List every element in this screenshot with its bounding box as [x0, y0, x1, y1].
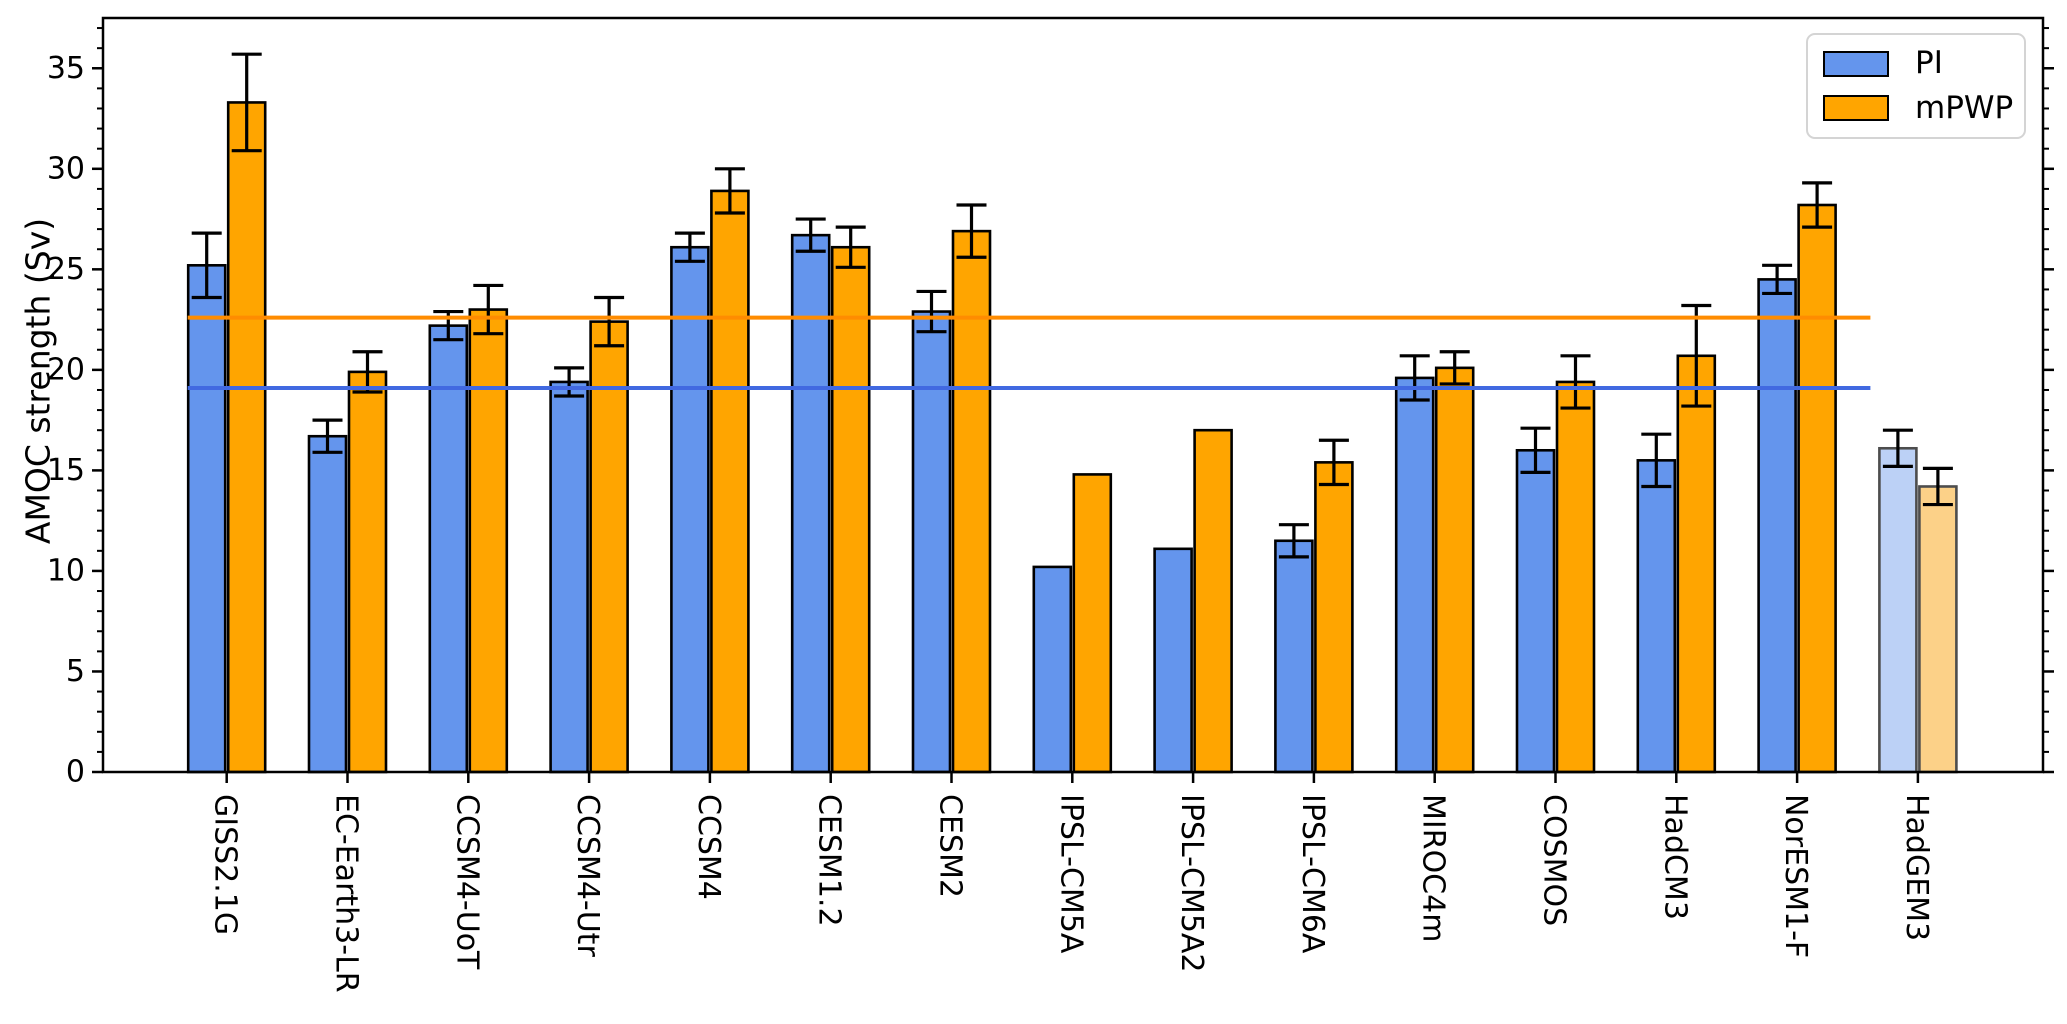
legend-entry-mpwp: mPWP: [1823, 89, 2024, 126]
x-tick-label-MIROC4m: MIROC4m: [1416, 794, 1451, 942]
bar-mpwp-IPSL-CM5A2: [1193, 428, 1233, 774]
bar-pi-CESM1.2: [790, 233, 831, 774]
bar-pi-CCSM4-Utr: [549, 380, 589, 774]
y-tick-label-5: 5: [66, 654, 85, 689]
y-axis-label: AMOC strength (Sv): [18, 217, 58, 545]
y-tick-label-0: 0: [66, 755, 85, 790]
x-tick-label-CCSM4-UoT: CCSM4-UoT: [449, 794, 484, 970]
bar-pi-NorESM1-F: [1757, 278, 1797, 774]
bar-mpwp-IPSL-CM5A: [1072, 473, 1113, 774]
legend-label-mpwp: mPWP: [1915, 89, 2014, 126]
bar-pi-HadGEM3: [1878, 446, 1918, 774]
x-tick-label-IPSL-CM5A2: IPSL-CM5A2: [1174, 794, 1209, 973]
bar-pi-MIROC4m: [1394, 376, 1435, 774]
bar-mpwp-CESM1.2: [830, 245, 871, 774]
x-tick-label-HadCM3: HadCM3: [1657, 794, 1692, 920]
bar-pi-GISS2.1G: [186, 264, 227, 774]
x-tick-label-IPSL-CM6A: IPSL-CM6A: [1295, 794, 1330, 954]
bar-pi-IPSL-CM5A: [1032, 565, 1073, 774]
y-tick-label-10: 10: [47, 553, 85, 588]
legend-swatch-mpwp: [1823, 95, 1889, 122]
bar-mpwp-COSMOS: [1555, 380, 1596, 774]
x-tick-label-CCSM4-Utr: CCSM4-Utr: [570, 794, 605, 957]
x-tick-label-HadGEM3: HadGEM3: [1899, 794, 1934, 941]
x-tick-label-EC-Earth3-LR: EC-Earth3-LR: [329, 794, 364, 993]
bar-pi-CCSM4: [670, 245, 710, 774]
bar-pi-CCSM4-UoT: [428, 324, 469, 774]
y-tick-label-30: 30: [47, 151, 85, 186]
bar-mpwp-NorESM1-F: [1797, 203, 1837, 774]
x-tick-label-CCSM4: CCSM4: [691, 794, 726, 900]
x-tick-label-COSMOS: COSMOS: [1537, 794, 1572, 926]
legend-swatch-pi: [1823, 50, 1889, 77]
bar-pi-HadCM3: [1636, 459, 1677, 774]
bar-pi-IPSL-CM6A: [1274, 539, 1314, 774]
x-tick-label-CESM2: CESM2: [933, 794, 968, 898]
y-tick-label-25: 25: [47, 252, 85, 287]
bar-pi-COSMOS: [1515, 448, 1556, 774]
bar-mpwp-EC-Earth3-LR: [347, 370, 388, 774]
bar-mpwp-CCSM4: [710, 189, 750, 774]
x-tick-label-IPSL-CM5A: IPSL-CM5A: [1053, 794, 1088, 954]
bar-mpwp-IPSL-CM6A: [1314, 461, 1354, 774]
bar-mpwp-CCSM4-UoT: [468, 308, 509, 774]
bar-pi-IPSL-CM5A2: [1153, 547, 1193, 774]
bar-mpwp-CESM2: [951, 229, 992, 774]
bar-mpwp-MIROC4m: [1434, 366, 1475, 774]
bar-mpwp-GISS2.1G: [226, 101, 267, 774]
legend-entry-pi: PI: [1823, 48, 2024, 79]
bar-mpwp-HadCM3: [1676, 354, 1717, 774]
x-tick-label-CESM1.2: CESM1.2: [812, 794, 847, 927]
bar-pi-EC-Earth3-LR: [307, 434, 348, 774]
y-tick-label-35: 35: [47, 51, 85, 86]
y-tick-label-15: 15: [47, 453, 85, 488]
bar-pi-CESM2: [911, 310, 952, 774]
y-tick-label-20: 20: [47, 352, 85, 387]
legend-label-pi: PI: [1915, 45, 1943, 82]
bar-mpwp-HadGEM3: [1918, 485, 1958, 774]
x-tick-label-GISS2.1G: GISS2.1G: [208, 794, 243, 935]
x-tick-label-NorESM1-F: NorESM1-F: [1778, 794, 1813, 958]
legend-box: PI mPWP: [1806, 33, 2026, 139]
